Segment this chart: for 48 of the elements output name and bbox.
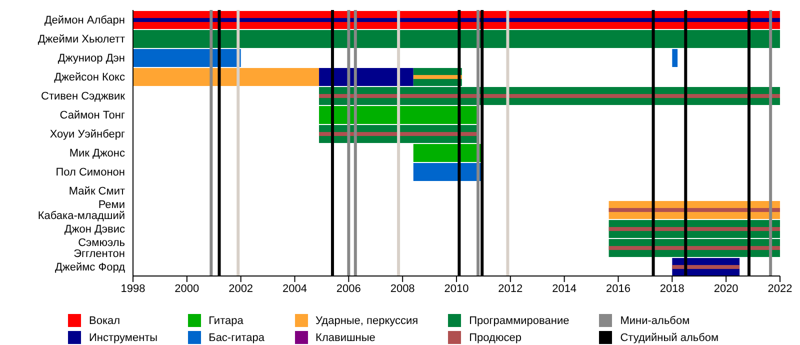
bar (608, 246, 780, 250)
bar (413, 75, 462, 79)
legend-label: Продюсер (469, 332, 522, 344)
x-tick-label: 2018 (660, 282, 684, 295)
bar (133, 30, 780, 48)
bar (672, 265, 740, 269)
legend-label: Бас-гитара (208, 332, 265, 344)
legend-label: Гитара (208, 314, 244, 326)
legend-label: Вокал (89, 314, 120, 326)
legend-label: Программирование (469, 314, 570, 326)
x-tick-label: 2016 (606, 282, 630, 295)
y-tick-label: Майк Смит (68, 185, 125, 198)
bar (133, 68, 320, 86)
y-tick-label: Мик Джонс (69, 147, 126, 160)
y-tick-label: Хоуи Уэйнберг (50, 128, 125, 140)
legend-label: Студийный альбом (620, 332, 719, 344)
y-tick-label: Джейсон Кокс (54, 71, 126, 84)
y-tick-label: Джеймс Форд (55, 261, 126, 274)
bar (608, 227, 780, 231)
bar (319, 106, 478, 124)
x-tick-label: 2002 (228, 282, 254, 295)
y-tick-label: Стивен Сэджвик (41, 90, 126, 102)
y-tick-label: Сэмюэль Эгглентон (74, 236, 126, 260)
y-tick-label: Саймон Тонг (60, 109, 125, 122)
bar (133, 49, 241, 67)
bar (608, 208, 780, 212)
legend-label: Инструменты (89, 332, 158, 344)
legend-label: Мини-альбом (620, 314, 690, 326)
x-tick-label: 2006 (336, 282, 361, 295)
legend-label: Ударные, перкуссия (316, 314, 418, 326)
y-tick-label: Джейми Хьюлетт (38, 33, 125, 46)
x-tick-label: 2004 (282, 282, 307, 295)
bar (672, 49, 678, 67)
x-tick-label: 2020 (714, 282, 738, 295)
x-tick-label: 2010 (444, 282, 469, 295)
x-tick-label: 2022 (768, 282, 792, 295)
y-tick-label: Джуниор Дэн (58, 52, 125, 64)
bar (319, 94, 780, 98)
x-tick-label: 1998 (120, 282, 146, 295)
legend-label: Клавишные (316, 332, 376, 344)
y-tick-label: Реми Кабака-младший (38, 198, 125, 222)
x-tick-label: 2008 (390, 282, 415, 295)
x-tick-label: 2012 (498, 282, 523, 295)
x-tick-label: 2000 (174, 282, 200, 295)
y-tick-label: Деймон Албарн (44, 14, 125, 26)
y-tick-label: Джон Дэвис (64, 223, 126, 236)
y-tick-label: Пол Симонон (56, 166, 125, 178)
x-tick-label: 2014 (552, 282, 577, 295)
